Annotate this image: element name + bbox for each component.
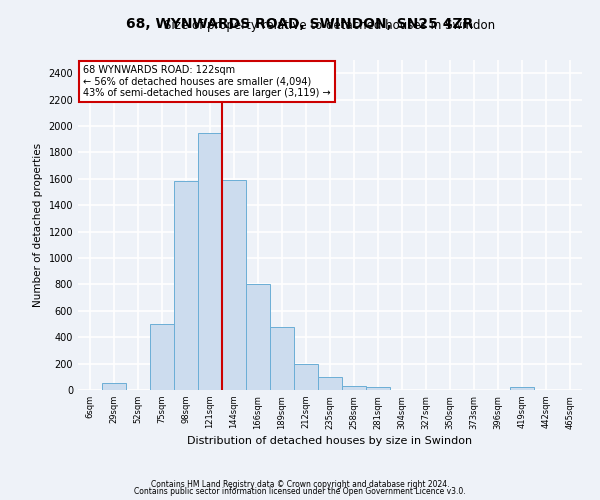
Bar	[198, 132, 222, 390]
Title: Size of property relative to detached houses in Swindon: Size of property relative to detached ho…	[164, 20, 496, 32]
Bar	[150, 324, 174, 390]
Text: 68, WYNWARDS ROAD, SWINDON, SN25 4ZR: 68, WYNWARDS ROAD, SWINDON, SN25 4ZR	[127, 18, 473, 32]
X-axis label: Distribution of detached houses by size in Swindon: Distribution of detached houses by size …	[187, 436, 473, 446]
Text: Contains HM Land Registry data © Crown copyright and database right 2024.: Contains HM Land Registry data © Crown c…	[151, 480, 449, 489]
Bar	[510, 388, 534, 390]
Bar	[342, 386, 366, 390]
Bar	[318, 378, 342, 390]
Text: 68 WYNWARDS ROAD: 122sqm
← 56% of detached houses are smaller (4,094)
43% of sem: 68 WYNWARDS ROAD: 122sqm ← 56% of detach…	[83, 65, 331, 98]
Text: Contains public sector information licensed under the Open Government Licence v3: Contains public sector information licen…	[134, 487, 466, 496]
Bar	[246, 284, 270, 390]
Y-axis label: Number of detached properties: Number of detached properties	[33, 143, 43, 307]
Bar	[102, 384, 126, 390]
Bar	[174, 182, 198, 390]
Bar	[270, 326, 294, 390]
Bar	[366, 386, 390, 390]
Bar	[222, 180, 246, 390]
Bar	[294, 364, 318, 390]
